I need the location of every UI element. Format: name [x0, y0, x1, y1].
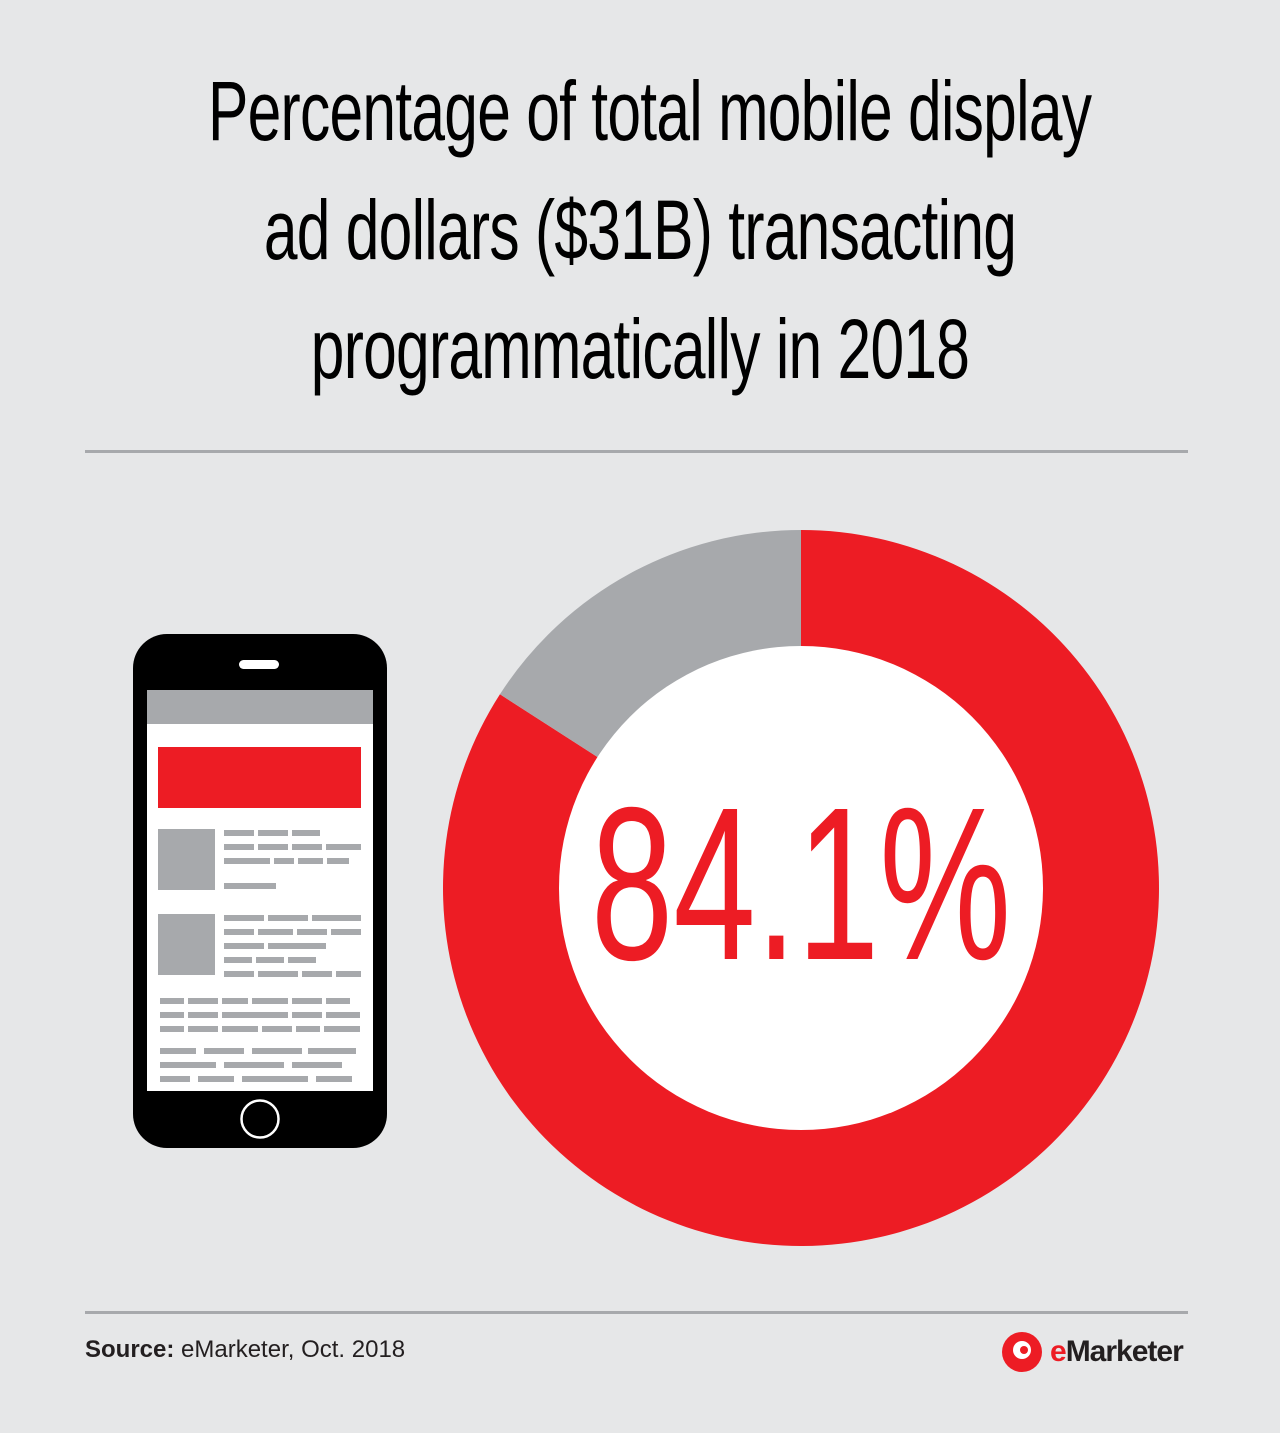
top-divider	[85, 450, 1188, 453]
center-value-label: 84.1%	[591, 761, 1011, 1005]
title-line-1: Percentage of total mobile display	[207, 64, 1092, 158]
emarketer-logo-icon	[1002, 1332, 1042, 1372]
source-label: Source:	[85, 1336, 175, 1363]
source-note: Source: eMarketer, Oct. 2018	[85, 1336, 405, 1364]
smartphone-icon	[133, 634, 387, 1148]
bottom-divider	[85, 1311, 1188, 1314]
brand-name-rest: Marketer	[1065, 1335, 1184, 1368]
chart-title: Percentage of total mobile display ad do…	[40, 52, 1240, 409]
brand-logo: eMarketer	[1000, 1330, 1184, 1374]
source-text: eMarketer, Oct. 2018	[181, 1336, 406, 1363]
title-line-3: programmatically in 2018	[310, 302, 970, 396]
donut-hole	[559, 646, 1043, 1130]
brand-name: eMarketer	[1050, 1335, 1184, 1369]
title-line-2: ad dollars ($31B) transacting	[263, 183, 1017, 277]
brand-name-e: e	[1050, 1335, 1067, 1368]
